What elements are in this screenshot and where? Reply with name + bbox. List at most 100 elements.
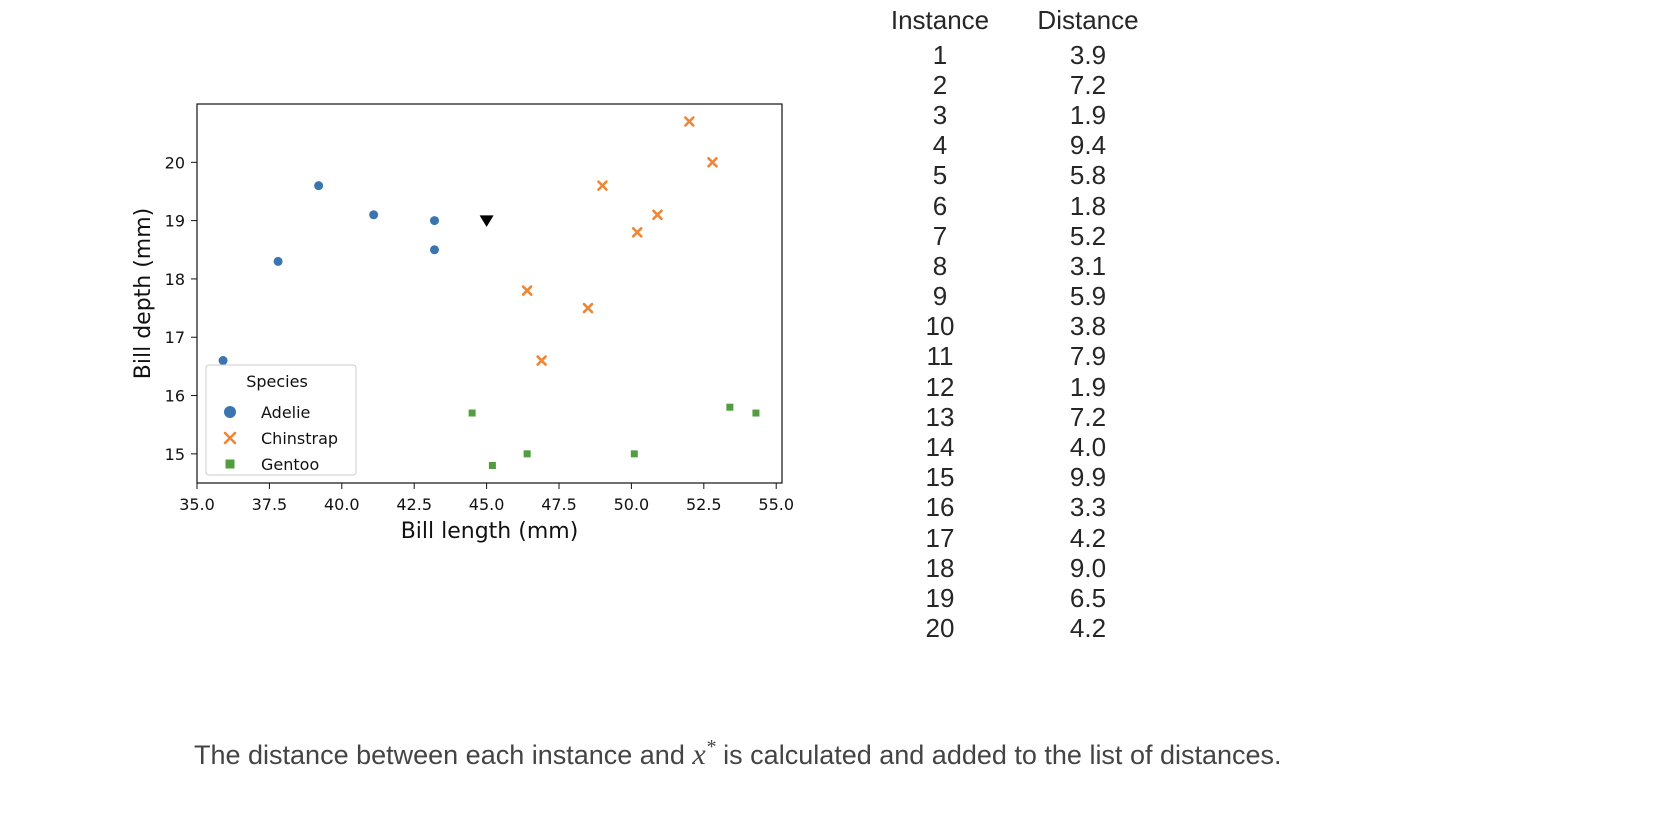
y-tick-label: 20	[165, 153, 185, 172]
cell-instance: 14	[925, 432, 955, 463]
adelie-point	[369, 210, 379, 220]
legend-marker-chinstrap	[223, 431, 237, 445]
cell-instance: 6	[932, 190, 948, 221]
cell-distance: 5.8	[1069, 160, 1107, 191]
x-tick-label: 52.5	[686, 495, 722, 514]
table-row: 16 3.3	[880, 492, 1148, 523]
legend-title: Species	[246, 372, 308, 391]
gentoo-point	[523, 450, 531, 458]
query-point	[479, 215, 494, 227]
cell-distance: 6.5	[1069, 582, 1107, 613]
table-row: 19 6.5	[880, 583, 1148, 613]
chinstrap-point	[707, 157, 718, 168]
adelie-point	[429, 245, 439, 255]
cell-distance: 9.4	[1069, 130, 1107, 161]
cell-distance: 7.2	[1069, 401, 1107, 432]
table-row: 6 1.8	[880, 191, 1148, 221]
cell-instance: 3	[932, 99, 948, 130]
table-row: 14 4.0	[880, 432, 1148, 462]
table-row: 11 7.9	[880, 341, 1148, 372]
cell-instance: 11	[926, 341, 954, 372]
cell-instance: 12	[925, 371, 955, 402]
cell-distance: 5.9	[1069, 281, 1107, 312]
chinstrap-point	[521, 285, 533, 296]
y-tick-label: 19	[165, 212, 185, 231]
x-tick-label: 42.5	[396, 495, 432, 514]
caption-math-symbol: x*	[692, 736, 716, 771]
cell-distance: 1.8	[1069, 190, 1107, 221]
header-instance: Instance	[890, 5, 990, 35]
cell-distance: 9.0	[1069, 552, 1107, 583]
distance-table: Instance Distance 1 3.9 2 7.2 3 1.9 4 9.4 5 5.8 6 1…	[880, 0, 1148, 644]
table-row: 1 3.9	[880, 40, 1148, 70]
adelie-point	[273, 256, 283, 266]
cell-instance: 1	[932, 39, 948, 70]
table-row: 10 3.8	[880, 311, 1148, 342]
table-row: 9 5.9	[880, 281, 1148, 312]
cell-instance: 19	[925, 582, 955, 613]
cell-instance: 15	[925, 462, 955, 493]
chinstrap-point	[536, 355, 547, 366]
x-tick-label: 50.0	[614, 495, 650, 514]
table-row: 2 7.2	[880, 70, 1148, 100]
x-tick-label: 55.0	[758, 495, 794, 514]
cell-distance: 7.9	[1069, 341, 1107, 372]
cell-distance: 3.1	[1069, 250, 1107, 281]
cell-distance: 1.9	[1069, 371, 1107, 402]
cell-instance: 5	[932, 160, 948, 191]
table-row: 13 7.2	[880, 402, 1148, 432]
legend-marker-gentoo	[225, 459, 235, 469]
plot-frame	[196, 103, 783, 484]
x-axis-label: Bill length (mm)	[401, 519, 579, 544]
x-tick-label: 47.5	[541, 495, 577, 514]
legend-label-chinstrap: Chinstrap	[261, 429, 338, 448]
cell-instance: 7	[932, 220, 948, 251]
cell-instance: 8	[932, 250, 948, 281]
scatter-chart: 35.0 37.5 40.0 42.5 45.0 47.5 50.0 52.5 55.0 15 16…	[131, 103, 794, 544]
cell-distance: 5.2	[1069, 220, 1107, 251]
chinstrap-point	[582, 302, 594, 314]
legend-marker-adelie	[224, 406, 236, 418]
table-row: 5 5.8	[880, 160, 1148, 191]
cell-distance: 7.2	[1069, 69, 1107, 100]
cell-distance: 4.0	[1069, 432, 1107, 463]
x-tick-label: 35.0	[179, 495, 215, 514]
legend-label-adelie: Adelie	[261, 403, 310, 422]
table-row: 15 9.9	[880, 462, 1148, 493]
cell-distance: 3.8	[1069, 311, 1107, 342]
gentoo-point	[488, 462, 496, 470]
table-body: 1 3.9 2 7.2 3 1.9 4 9.4 5 5.8 6 1.8 7 5.2 8 3.1 9 5.9 10 3.…	[880, 40, 1148, 644]
x-tick-label: 37.5	[252, 495, 288, 514]
legend-box	[205, 364, 357, 476]
cell-distance: 1.9	[1069, 99, 1107, 130]
table-row: 8 3.1	[880, 251, 1148, 281]
cell-instance: 20	[925, 613, 955, 644]
gentoo-point	[752, 409, 760, 417]
table-row: 3 1.9	[880, 100, 1148, 130]
cell-instance: 16	[925, 492, 955, 523]
header-distance: Distance	[1037, 5, 1139, 35]
caption: The distance between each instance and x…	[194, 736, 1282, 772]
chinstrap-point	[597, 180, 608, 191]
table-row: 17 4.2	[880, 523, 1148, 553]
table-row: 4 9.4	[880, 130, 1148, 161]
adelie-point	[314, 181, 324, 191]
math-superscript: *	[705, 736, 716, 758]
cell-distance: 4.2	[1069, 613, 1107, 644]
table-row: 18 9.0	[880, 553, 1148, 583]
table-header: Instance Distance	[880, 0, 1148, 36]
table-row: 7 5.2	[880, 221, 1148, 251]
x-tick-label: 45.0	[469, 495, 505, 514]
chinstrap-point	[631, 226, 643, 238]
gentoo-point	[468, 409, 476, 417]
math-x: x	[692, 738, 706, 771]
chinstrap-point	[652, 209, 663, 221]
gentoo-point	[726, 403, 734, 411]
cell-instance: 10	[925, 311, 955, 342]
cell-instance: 2	[932, 69, 948, 100]
cell-instance: 4	[932, 130, 948, 161]
cell-distance: 9.9	[1069, 462, 1107, 493]
table-row: 12 1.9	[880, 372, 1148, 402]
chinstrap-point	[684, 116, 695, 127]
cell-distance: 3.9	[1069, 39, 1107, 70]
